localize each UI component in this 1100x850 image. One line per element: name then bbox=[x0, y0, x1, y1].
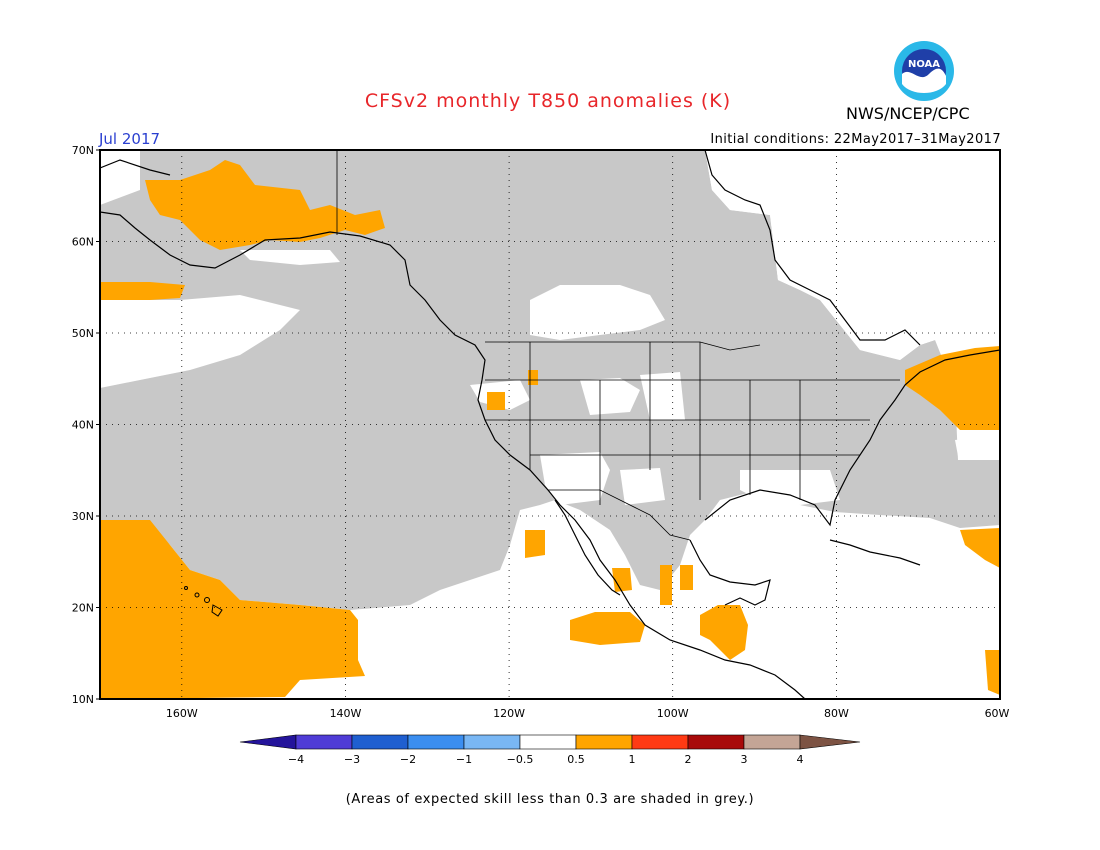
colorbar-label: −1 bbox=[456, 753, 472, 766]
colorbar-label: 0.5 bbox=[567, 753, 585, 766]
lon-label: 160W bbox=[166, 707, 198, 720]
lat-label: 10N bbox=[72, 693, 94, 706]
map-field bbox=[100, 150, 1000, 699]
lat-label: 50N bbox=[72, 327, 94, 340]
colorbar-arrow-high bbox=[799, 734, 861, 750]
lat-label: 20N bbox=[72, 602, 94, 615]
lat-ticks bbox=[96, 149, 100, 700]
colorbar-label: −3 bbox=[344, 753, 360, 766]
colorbar-swatch bbox=[631, 734, 689, 750]
colorbar-swatch bbox=[463, 734, 521, 750]
lat-label: 60N bbox=[72, 236, 94, 249]
colorbar-swatch bbox=[743, 734, 801, 750]
colorbar-label: 1 bbox=[629, 753, 636, 766]
colorbar-swatch bbox=[687, 734, 745, 750]
colorbar bbox=[239, 734, 861, 750]
positive-anomaly-areas bbox=[100, 160, 1000, 699]
map-title: CFSv2 monthly T850 anomalies (K) bbox=[364, 90, 732, 112]
colorbar-label: −4 bbox=[288, 753, 304, 766]
graticule bbox=[100, 150, 1000, 699]
colorbar-labels: −4 −3 −2 −1 −0.5 0.5 1 2 3 4 bbox=[288, 753, 804, 766]
lat-label: 40N bbox=[72, 419, 94, 432]
hawaii-islands bbox=[184, 586, 223, 617]
colorbar-label: 4 bbox=[797, 753, 804, 766]
colorbar-arrow-low bbox=[239, 734, 297, 750]
lon-label: 80W bbox=[824, 707, 849, 720]
organization-label: NWS/NCEP/CPC bbox=[846, 104, 970, 123]
colorbar-swatch bbox=[519, 734, 577, 750]
lon-label: 140W bbox=[330, 707, 362, 720]
colorbar-swatch bbox=[575, 734, 633, 750]
lat-label: 30N bbox=[72, 510, 94, 523]
lat-label: 70N bbox=[72, 144, 94, 157]
lon-label: 60W bbox=[985, 707, 1010, 720]
skill-footnote: (Areas of expected skill less than 0.3 a… bbox=[345, 792, 755, 807]
valid-month: Jul 2017 bbox=[99, 130, 161, 148]
lat-axis: 70N 60N 50N 40N 30N 20N 10N bbox=[72, 144, 94, 706]
colorbar-label: −2 bbox=[400, 753, 416, 766]
colorbar-label: 3 bbox=[741, 753, 748, 766]
noaa-logo: NOAA bbox=[893, 40, 955, 102]
lon-axis: 160W 140W 120W 100W 80W 60W bbox=[166, 707, 1010, 720]
logo-text: NOAA bbox=[908, 59, 940, 70]
initial-conditions: Initial conditions: 22May2017–31May2017 bbox=[710, 132, 1001, 147]
lon-label: 120W bbox=[493, 707, 525, 720]
colorbar-swatch bbox=[295, 734, 353, 750]
colorbar-swatch bbox=[407, 734, 465, 750]
colorbar-swatch bbox=[351, 734, 409, 750]
political-borders bbox=[336, 150, 900, 541]
colorbar-label: −0.5 bbox=[507, 753, 534, 766]
lon-label: 100W bbox=[657, 707, 689, 720]
colorbar-label: 2 bbox=[685, 753, 692, 766]
